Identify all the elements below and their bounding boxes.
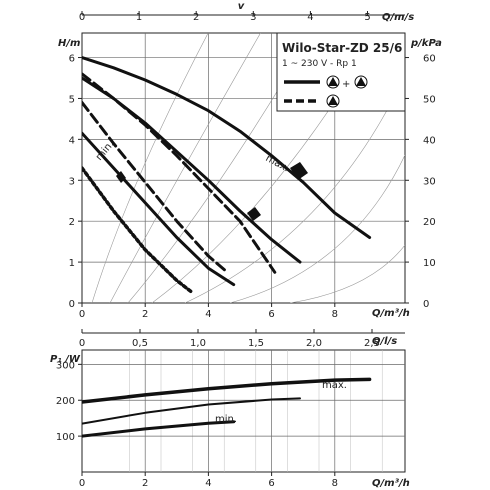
x-tick-label: 6 (268, 478, 274, 489)
y2-tick-label: 30 (423, 176, 436, 187)
ls-tick-label: 0,5 (132, 338, 148, 349)
legend-box: Wilo-Star-ZD 25/6 1 ~ 230 V - Rp 1 + (276, 32, 406, 112)
y2-tick-label: 60 (423, 54, 436, 65)
power-x-axis-title: Q/m³/h (372, 478, 410, 489)
v-tick-label: 5 (364, 12, 370, 23)
x-tick-label: 4 (205, 309, 211, 320)
power-plot-frame (81, 349, 406, 473)
system-curve (109, 33, 261, 303)
v-tick-label: 3 (250, 12, 256, 23)
ls-tick-label: 1,5 (248, 338, 264, 349)
y2-axis-title: p/kPa (410, 38, 442, 49)
x-tick-label: 4 (205, 478, 211, 489)
power-curves (82, 377, 372, 438)
power-y-axis-title: P₁ /W (50, 354, 81, 365)
x-tick-label: 0 (79, 478, 85, 489)
operating-marker (116, 171, 126, 183)
legend-plus: + (342, 79, 350, 90)
y-tick-label: 5 (69, 94, 75, 105)
triangle-circle-icon (354, 75, 368, 89)
pump-curve-solid (82, 56, 372, 239)
x-tick-label: 6 (268, 309, 274, 320)
triangle-circle-icon (326, 75, 340, 89)
ls-tick-label: 2,5 (364, 338, 380, 349)
y-tick-label: 2 (69, 217, 75, 228)
pump-curve-dashed (82, 101, 229, 274)
operating-marker (247, 207, 261, 221)
y2-tick-label: 20 (423, 217, 436, 228)
power-curve (82, 377, 372, 404)
system-curve (289, 244, 405, 303)
power-plot: max. min. P₁ /W Q/m³/h 0 2 4 6 8 100 200 300 (50, 349, 410, 489)
v-tick-label: 0 (79, 12, 85, 23)
x-tick-label: 2 (142, 309, 148, 320)
y-tick-label: 0 (69, 299, 75, 310)
ls-tick-label: 1,0 (190, 338, 206, 349)
pump-curve-dashed (82, 72, 277, 274)
y2-tick-label: 40 (423, 135, 436, 146)
y-tick-label: 3 (69, 176, 75, 187)
system-curve (184, 74, 405, 303)
operating-marker (290, 162, 308, 180)
y2-tick-label: 50 (423, 94, 436, 105)
v-tick-label: 1 (136, 12, 142, 23)
power-curve (82, 397, 301, 425)
x-axis-title: Q/m³/h (372, 308, 410, 319)
pump-curves (82, 56, 372, 295)
y-tick-label: 6 (69, 54, 75, 65)
top-axis-v-title: v (238, 1, 245, 12)
top-axis-qms-title: Q/m/s (382, 12, 414, 23)
x-tick-label: 8 (332, 309, 338, 320)
y2-tick-label: 10 (423, 258, 436, 269)
head-grid (82, 33, 405, 303)
x-tick-label: 2 (142, 478, 148, 489)
y-tick-label: 100 (56, 432, 75, 443)
system-curve (91, 33, 209, 303)
system-curve (229, 154, 405, 303)
head-plot: max. min. Wilo-Star-ZD 25/6 1 ~ 230 V - … (58, 1, 442, 349)
y2-tick-label: 0 (423, 299, 429, 310)
power-axis-ticks: 0 2 4 6 8 100 200 300 (56, 360, 338, 489)
y-tick-label: 300 (56, 360, 75, 371)
v-tick-label: 2 (193, 12, 199, 23)
triangle-circle-icon (326, 94, 340, 108)
power-max-annotation: max. (322, 380, 347, 391)
ls-tick-label: 0 (79, 338, 85, 349)
v-tick-label: 4 (307, 12, 313, 23)
y-tick-label: 1 (69, 258, 75, 269)
x-tick-label: 8 (332, 478, 338, 489)
power-min-annotation: min. (215, 414, 237, 425)
legend-frame (276, 32, 406, 112)
ls-axis-title: Q/l/s (372, 336, 397, 347)
legend-title: Wilo-Star-ZD 25/6 (282, 41, 402, 55)
power-grid (82, 350, 405, 472)
y-tick-label: 200 (56, 396, 75, 407)
y-axis-title: H/m (58, 38, 80, 49)
pump-curve-solid (82, 131, 236, 287)
y-tick-label: 4 (69, 135, 75, 146)
power-curve (82, 420, 236, 438)
x-tick-label: 0 (79, 309, 85, 320)
legend-subtitle: 1 ~ 230 V - Rp 1 (282, 59, 357, 69)
ls-tick-label: 2,0 (306, 338, 322, 349)
pump-curve-dotted (82, 166, 195, 295)
